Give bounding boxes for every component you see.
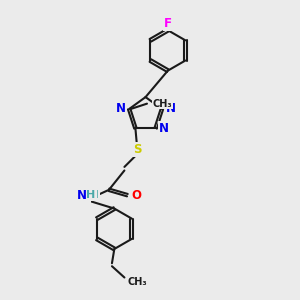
Text: CH₃: CH₃ [153, 99, 172, 109]
Text: N: N [80, 189, 90, 202]
Text: F: F [164, 17, 172, 30]
Text: H: H [86, 190, 96, 200]
Text: S: S [133, 143, 141, 156]
Text: N: N [116, 102, 126, 115]
Text: N: N [166, 102, 176, 115]
Text: O: O [131, 189, 141, 202]
Text: H: H [90, 190, 99, 200]
Text: N: N [159, 122, 169, 135]
Text: CH₃: CH₃ [128, 277, 147, 287]
Text: N: N [77, 189, 87, 202]
